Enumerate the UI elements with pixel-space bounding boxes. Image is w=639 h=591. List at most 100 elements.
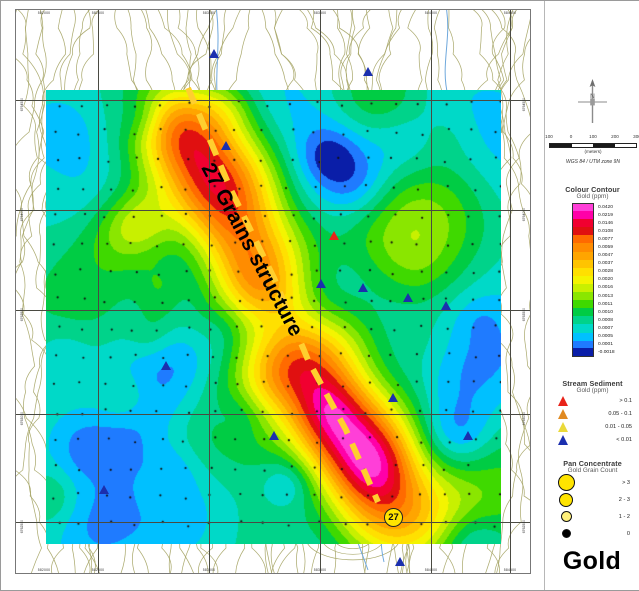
- colour-contour-value: -0.0018: [598, 350, 615, 356]
- scale-bar-tick-label: 200: [611, 134, 619, 139]
- circle-icon: [553, 529, 579, 538]
- colour-contour-entry: 0.0219: [572, 211, 639, 220]
- pan-concentrate-entry: > 3: [545, 474, 639, 491]
- colour-contour-entry: 0.0001: [572, 340, 639, 349]
- graticule-line-horizontal: [16, 310, 530, 311]
- coordinate-tick-label: 584000: [424, 11, 438, 15]
- pan-concentrate-count-label: 2 - 3: [618, 496, 630, 503]
- stream-sediment-sample-marker[interactable]: [358, 283, 368, 292]
- colour-contour-scale: 0.0420 0.0219 0.0146 0.0108 0.0077 0.0059 0.00…: [545, 202, 639, 358]
- colour-contour-value: 0.0037: [598, 261, 613, 267]
- colour-contour-swatch: [572, 259, 594, 268]
- triangle-icon: [553, 408, 573, 419]
- stream-sediment-sample-marker[interactable]: [329, 231, 339, 240]
- colour-contour-entry: 0.0016: [572, 283, 639, 293]
- coordinate-tick-label: 583500: [313, 11, 327, 15]
- colour-contour-value: 0.0013: [598, 293, 613, 299]
- map-frame: 27 27 Grains structure 582000 582000 58250…: [15, 9, 531, 574]
- coordinate-tick-label: 584500: [503, 11, 517, 15]
- coordinate-tick-label: 583000: [202, 11, 216, 15]
- pan-concentrate-entry: 0: [545, 525, 639, 542]
- colour-contour-subtitle: Gold (ppm): [576, 193, 609, 200]
- scale-bar-tick-label: 300: [633, 134, 639, 139]
- map-panel[interactable]: 27 27 Grains structure 582000 582000 58250…: [1, 1, 544, 590]
- colour-contour-title: Colour Contour: [565, 185, 620, 194]
- north-arrow-label: N: [590, 93, 595, 100]
- graticule-line-horizontal: [16, 210, 530, 211]
- colour-contour-swatch: [572, 275, 594, 284]
- stream-sediment-sample-marker[interactable]: [269, 431, 279, 440]
- graticule-line-vertical: [431, 10, 432, 573]
- stream-sediment-sample-marker[interactable]: [441, 301, 451, 310]
- colour-contour-entry: 0.0420: [572, 202, 639, 212]
- colour-contour-value: 0.0011: [598, 301, 613, 307]
- colour-contour-value: 0.0028: [598, 269, 613, 275]
- colour-contour-swatch: [572, 243, 594, 252]
- colour-contour-legend: Colour Contour Gold (ppm) 0.0420 0.0219 0.…: [545, 185, 639, 358]
- colour-contour-value: 0.0020: [598, 277, 613, 283]
- stream-sediment-sample-marker[interactable]: [403, 293, 413, 302]
- pan-concentrate-grain-marker[interactable]: 27: [384, 508, 403, 527]
- colour-contour-entry: 0.0005: [572, 332, 639, 341]
- map-canvas[interactable]: 27 27 Grains structure 582000 582000 58250…: [16, 10, 530, 573]
- colour-contour-value: 0.0108: [598, 228, 613, 234]
- colour-contour-entry: 0.0020: [572, 275, 639, 284]
- colour-contour-swatch: [572, 219, 594, 228]
- colour-contour-swatch: [572, 235, 594, 244]
- scale-bar-graphic: [549, 143, 637, 148]
- graticule-line-horizontal: [16, 522, 530, 523]
- colour-contour-swatch: [572, 283, 594, 293]
- colour-contour-swatch: [572, 292, 594, 301]
- colour-contour-value: 0.0008: [598, 317, 613, 323]
- stream-sediment-sample-marker[interactable]: [161, 361, 171, 370]
- colour-contour-swatch: [572, 324, 594, 333]
- colour-contour-swatch: [572, 211, 594, 220]
- triangle-icon: [553, 421, 573, 432]
- stream-sediment-sample-marker[interactable]: [99, 485, 109, 494]
- colour-contour-value: 0.0146: [598, 220, 613, 226]
- colour-contour-swatch: [572, 300, 594, 309]
- colour-contour-value: 0.0010: [598, 309, 613, 315]
- coordinate-tick-label: 6763000: [522, 412, 526, 426]
- stream-sediment-sample-marker[interactable]: [463, 431, 473, 440]
- colour-contour-swatch: [572, 308, 594, 317]
- colour-contour-value: 0.0219: [598, 212, 613, 218]
- stream-sediment-sample-marker[interactable]: [221, 141, 231, 150]
- colour-contour-entry: 0.0047: [572, 251, 639, 260]
- stream-sediment-entry: 0.05 - 0.1: [545, 407, 639, 420]
- scale-bar-segment: [614, 144, 636, 147]
- coordinate-tick-label: 6763500: [20, 308, 24, 322]
- stream-sediment-entry: 0.01 - 0.05: [545, 420, 639, 433]
- scale-bar-labels: 100 0 100 200 300: [545, 134, 639, 142]
- coordinate-tick-label: 6764500: [20, 98, 24, 112]
- circle-icon: [553, 492, 579, 507]
- stream-sediment-sample-marker[interactable]: [363, 67, 373, 76]
- coordinate-tick-label: 584500: [503, 568, 517, 572]
- stream-sediment-sample-marker[interactable]: [316, 279, 326, 288]
- pan-concentrate-legend: Pan Concentrate Gold Grain Count > 3 2 - …: [545, 459, 639, 542]
- colour-contour-value: 0.0047: [598, 253, 613, 259]
- stream-sediment-sample-marker[interactable]: [388, 393, 398, 402]
- stream-sediment-sample-marker[interactable]: [209, 49, 219, 58]
- colour-contour-entry: 0.0108: [572, 227, 639, 236]
- colour-contour-swatch: [572, 340, 594, 349]
- colour-contour-entry: 0.0011: [572, 300, 639, 309]
- stream-sediment-items: > 0.1 0.05 - 0.1 0.01 - 0.05 < 0.01: [545, 394, 639, 446]
- graticule-line-vertical: [209, 10, 210, 573]
- stream-sediment-entry: < 0.01: [545, 433, 639, 446]
- scale-bar-segment: [550, 144, 572, 147]
- stream-sediment-sample-marker[interactable]: [395, 557, 405, 566]
- gold-grade-heatmap: [46, 90, 501, 544]
- pan-concentrate-count-label: > 3: [622, 479, 630, 486]
- pan-concentrate-title: Pan Concentrate: [563, 459, 622, 468]
- colour-contour-value: 0.0005: [598, 334, 613, 340]
- colour-contour-entry: 0.0037: [572, 259, 639, 268]
- colour-contour-value: 0.0420: [598, 204, 613, 210]
- colour-contour-swatch: [572, 202, 594, 212]
- stream-sediment-range-label: 0.01 - 0.05: [605, 423, 632, 430]
- colour-contour-swatch: [572, 251, 594, 260]
- stream-sediment-range-label: < 0.01: [616, 436, 632, 443]
- coordinate-tick-label: 6764000: [20, 208, 24, 222]
- colour-contour-entry: 0.0146: [572, 219, 639, 228]
